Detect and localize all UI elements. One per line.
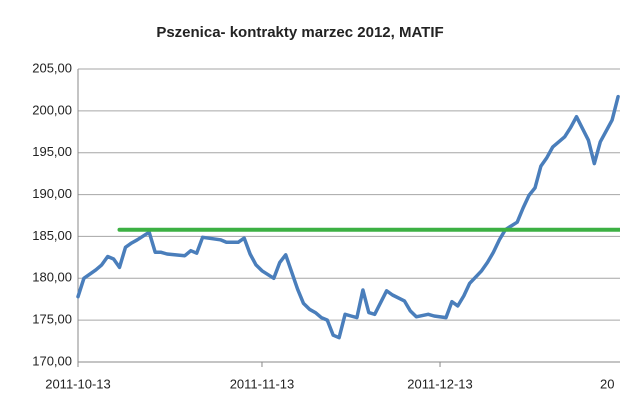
y-tick-label: 185,00 xyxy=(32,228,72,243)
y-tick-label: 205,00 xyxy=(32,60,72,75)
x-tick-label: 2011-11-13 xyxy=(230,376,295,391)
x-tick-label: 20 xyxy=(600,376,614,391)
x-tick-label: 2011-12-13 xyxy=(407,376,473,391)
y-tick-label: 170,00 xyxy=(32,353,72,368)
y-tick-label: 180,00 xyxy=(32,270,72,285)
chart-title: Pszenica- kontrakty marzec 2012, MATIF xyxy=(156,24,443,41)
series-line xyxy=(76,94,620,340)
y-tick-label: 195,00 xyxy=(32,144,72,159)
y-tick-label: 200,00 xyxy=(32,102,72,117)
y-tick-label: 175,00 xyxy=(32,312,72,327)
x-tick-label: 2011-10-13 xyxy=(45,376,111,391)
y-tick-label: 190,00 xyxy=(32,186,72,201)
